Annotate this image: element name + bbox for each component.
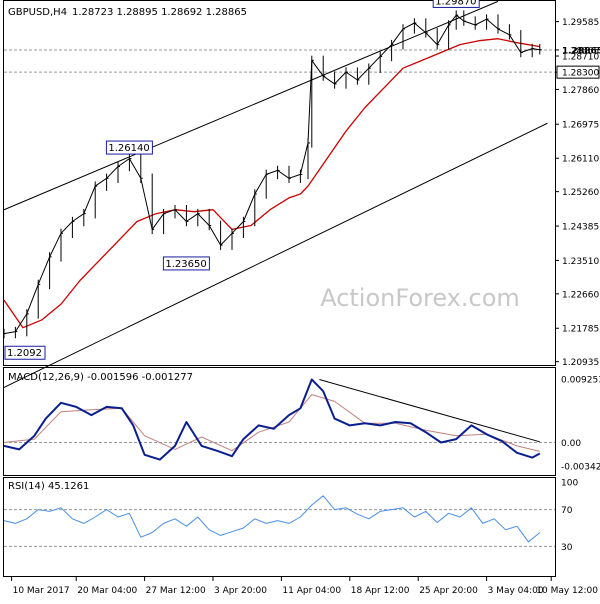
price-panel-frame xyxy=(3,0,556,366)
macd-panel-frame xyxy=(3,367,556,476)
price-y-label-4: 1.27860 xyxy=(562,86,599,96)
macd-line xyxy=(3,378,541,461)
rsi-y-label-2: 30 xyxy=(561,543,573,553)
price-y-label-1: 1.28865 xyxy=(562,46,599,56)
price-annotation-1: 1.26140 xyxy=(108,143,149,154)
price-y-label-8: 1.24385 xyxy=(562,223,599,233)
x-label-3: 3 Apr 20:00 xyxy=(214,586,267,596)
rsi-header: RSI(14) 45.1261 xyxy=(8,481,89,492)
watermark: ActionForex.com xyxy=(320,284,520,312)
x-label-0: 10 Mar 2017 xyxy=(13,586,70,596)
price-y-label-2: 1.28710 xyxy=(562,53,599,63)
moving-average-line xyxy=(3,38,540,329)
price-annotation-2: 1.23650 xyxy=(165,259,206,270)
price-annotation-3: 1.2092 xyxy=(7,348,42,359)
price-y-label-0: 1.29585 xyxy=(562,18,599,28)
x-label-4: 11 Apr 04:00 xyxy=(282,586,341,596)
price-y-label-6: 1.26110 xyxy=(562,155,599,165)
macd-trendline xyxy=(319,379,540,443)
channel-upper-line xyxy=(3,0,499,211)
x-label-2: 27 Mar 12:00 xyxy=(146,586,206,596)
price-y-label-10: 1.22660 xyxy=(562,290,599,300)
rsi-y-label-1: 70 xyxy=(561,506,573,516)
price-y-label-5: 1.26975 xyxy=(562,121,599,131)
price-header-symbol: GBPUSD,H4 xyxy=(8,7,67,18)
rsi-panel-frame xyxy=(3,477,556,577)
x-label-8: 10 May 12:00 xyxy=(536,586,598,596)
price-header-ohlc: 1.28723 1.28895 1.28692 1.28865 xyxy=(72,7,247,18)
macd-signal-line xyxy=(3,394,540,452)
price-y-label-9: 1.23510 xyxy=(562,257,599,267)
macd-y-label-2: -0.003426 xyxy=(561,462,600,472)
macd-y-label-1: 0.00 xyxy=(561,439,581,449)
channel-lower-line xyxy=(3,122,548,388)
price-close-line xyxy=(3,14,540,335)
series-layer xyxy=(3,0,548,543)
price-level-label-1: 1.28300 xyxy=(562,69,599,79)
macd-y-label-0: 0.009253 xyxy=(561,376,600,386)
price-y-label-11: 1.21785 xyxy=(562,325,599,335)
macd-header: MACD(12,26,9) -0.001596 -0.001277 xyxy=(8,372,193,383)
x-label-5: 18 Apr 12:00 xyxy=(351,586,410,596)
price-y-label-12: 1.20935 xyxy=(562,358,599,368)
x-label-7: 3 May 04:00 xyxy=(488,586,544,596)
price-annotation-box-1 xyxy=(105,140,153,155)
x-label-1: 20 Mar 04:00 xyxy=(77,586,137,596)
price-annotation-box-3 xyxy=(4,345,46,360)
grid-layer xyxy=(4,21,559,581)
rsi-y-label-0: 100 xyxy=(561,479,578,489)
price-level-box-1 xyxy=(556,65,600,79)
price-annotation-0: 1.29870 xyxy=(435,0,476,7)
rsi-line xyxy=(3,495,541,543)
price-level-label-0: 1.28865 xyxy=(562,46,600,56)
price-annotation-box-2 xyxy=(162,256,210,271)
x-label-6: 25 Apr 20:00 xyxy=(419,586,478,596)
price-y-label-7: 1.25260 xyxy=(562,188,599,198)
price-annotation-box-0 xyxy=(432,0,480,8)
